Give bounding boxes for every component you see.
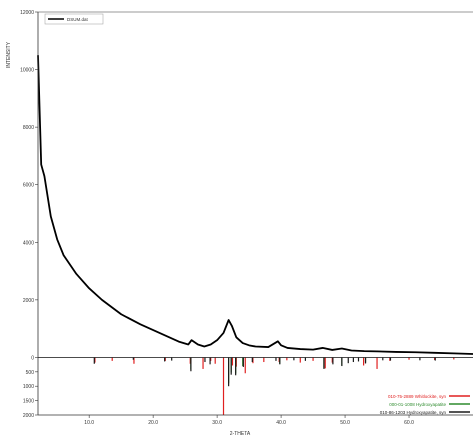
y-tick-label-lower: 500 — [26, 370, 35, 376]
y-tick-label: 6000 — [23, 183, 34, 189]
y-tick-label-lower: 1000 — [23, 384, 34, 390]
y-tick-label: 4000 — [23, 240, 34, 246]
legend-top-label: DSUM.dat — [67, 17, 89, 22]
x-axis-title: 2-THETA — [230, 431, 251, 437]
y-tick-label: 10000 — [20, 68, 34, 74]
reference-peaks-group — [93, 357, 455, 415]
legend-top-frame — [44, 13, 104, 25]
x-tick-label: 50.0 — [340, 420, 350, 426]
x-tick-label: 60.0 — [404, 420, 414, 426]
y-tick-label-lower: 2000 — [23, 413, 34, 419]
legend-bottom: 010-75-2889 Whitlockite, syn 000-01-1008… — [380, 394, 470, 415]
legend-ref-label-whitlockite: 010-75-2889 Whitlockite, syn — [388, 394, 447, 399]
y-tick-label: 12000 — [20, 10, 34, 16]
y-tick-label: 8000 — [23, 125, 34, 131]
y-tick-label-lower: 1500 — [23, 399, 34, 405]
x-tick-label: 20.0 — [148, 420, 158, 426]
series-line-0 — [37, 55, 474, 355]
legend-ref-label-hydroxyapatite-syn: 010-86-1203 Hydroxyapatite, syn — [380, 410, 447, 415]
y-axis-title: INTENSITY — [6, 41, 12, 68]
x-tick-label: 40.0 — [276, 420, 286, 426]
legend-top: DSUM.dat — [44, 13, 104, 25]
axes-group — [37, 11, 473, 416]
pattern-group — [37, 55, 474, 355]
x-tick-label: 30.0 — [212, 420, 222, 426]
legend-ref-label-hydroxyapatite: 000-01-1008 Hydroxyapatite — [389, 402, 446, 407]
ticks-group: 10.0 20.0 30.0 40.0 50.0 60.01200010000800060… — [20, 10, 414, 426]
y-tick-label: 2000 — [23, 298, 34, 304]
x-tick-label: 10.0 — [84, 420, 94, 426]
y-tick-label: 0 — [31, 355, 34, 361]
